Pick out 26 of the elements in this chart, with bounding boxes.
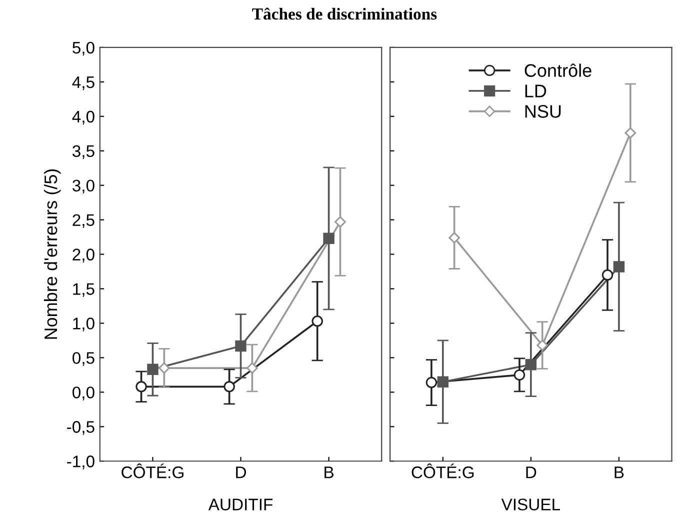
x-tick-label: D [236,466,246,478]
legend-label: Contrôle [524,64,592,77]
x-tick-label: D [526,466,536,478]
x-tick-label: CÔTÉ:G [412,463,474,478]
y-tick-label: -1,0 [67,456,94,470]
y-tick-label: 3,5 [72,145,94,160]
y-tick-label: -0,5 [67,421,94,435]
x-tick-label: B [324,466,334,478]
x-tick-label: B [614,466,624,478]
y-axis-title: Nombre d'erreurs (/5) [44,169,61,339]
y-tick-label: 1,0 [73,318,94,332]
y-tick-label: 3,0 [72,180,94,194]
chart-title: Tâches de discriminations [252,8,437,20]
y-tick-label: 0,5 [72,352,94,366]
x-axis-title: VISUEL [501,498,560,510]
y-tick-label: 4,0 [72,110,94,125]
x-tick-label: CÔTÉ:G [122,463,184,478]
legend-label: NSU [525,105,561,118]
legend-label: LD [525,84,546,98]
x-axis-title: AUDITIF [208,498,272,510]
y-tick-label: 4,5 [72,76,94,90]
y-tick-label: 2,5 [72,214,94,228]
y-tick-label: 2,0 [72,248,94,262]
y-tick-label: 5,0 [72,42,94,56]
y-tick-label: 1,5 [73,283,94,297]
y-tick-label: 0,0 [72,386,94,400]
